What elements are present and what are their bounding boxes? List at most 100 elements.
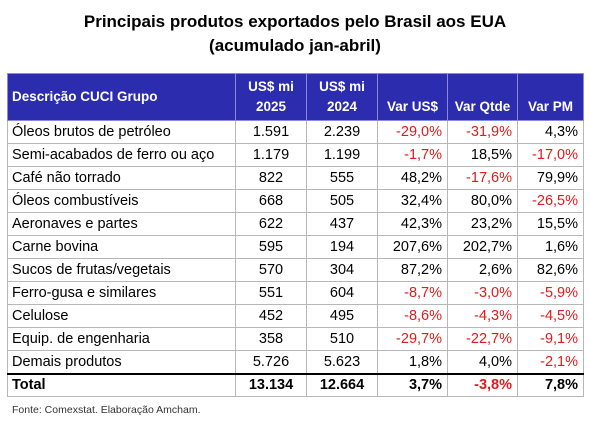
cell-descricao: Total [7, 372, 236, 397]
cell-descricao: Demais produtos [7, 350, 236, 374]
cell-var-pm: 4,3% [517, 120, 584, 144]
table-total-row: Total 13.134 12.664 3,7% -3,8% 7,8% [7, 372, 584, 397]
cell-var-usd: 48,2% [377, 166, 448, 190]
cell-descricao: Celulose [7, 304, 236, 328]
cell-var-usd: 32,4% [377, 189, 448, 213]
cell-var-pm: -5,9% [517, 281, 584, 305]
header-year: 2025 [255, 99, 287, 114]
source-note: Fonte: Comexstat. Elaboração Amcham. [12, 404, 201, 416]
table-body: Óleos brutos de petróleo 1.591 2.239 -29,0%… [7, 120, 584, 397]
cell-usd-2025: 822 [235, 166, 307, 190]
cell-usd-2025: 358 [235, 327, 307, 351]
cell-var-usd: -29,0% [377, 120, 448, 144]
table-row: Café não torrado 822 555 48,2% -17,6% 79,9% [7, 166, 584, 190]
cell-var-pm: -4,5% [517, 304, 584, 328]
header-label: US$ mi [319, 79, 365, 94]
cell-descricao: Óleos combustíveis [7, 189, 236, 213]
cell-usd-2025: 452 [235, 304, 307, 328]
header-descricao: Descrição CUCI Grupo [7, 73, 236, 121]
cell-var-usd: 87,2% [377, 258, 448, 282]
header-label: US$ mi [248, 79, 294, 94]
cell-var-usd: 42,3% [377, 212, 448, 236]
cell-var-usd: 207,6% [377, 235, 448, 259]
cell-usd-2024: 437 [306, 212, 378, 236]
header-var-usd: Var US$ [377, 73, 448, 121]
cell-var-usd: 3,7% [377, 372, 448, 397]
cell-usd-2025: 1.591 [235, 120, 307, 144]
cell-var-qtde: -22,7% [447, 327, 518, 351]
table-row: Celulose 452 495 -8,6% -4,3% -4,5% [7, 304, 584, 328]
cell-usd-2024: 304 [306, 258, 378, 282]
header-var-pm: Var PM [517, 73, 584, 121]
table-row: Aeronaves e partes 622 437 42,3% 23,2% 15,5% [7, 212, 584, 236]
cell-var-qtde: -17,6% [447, 166, 518, 190]
cell-usd-2024: 495 [306, 304, 378, 328]
cell-usd-2025: 551 [235, 281, 307, 305]
table-row: Semi-acabados de ferro ou aço 1.179 1.199-… [7, 143, 584, 167]
cell-usd-2025: 595 [235, 235, 307, 259]
table-row: Demais produtos 5.726 5.623 1,8% 4,0% -2,1% [7, 350, 584, 374]
cell-usd-2025: 5.726 [235, 350, 307, 374]
cell-descricao: Carne bovina [7, 235, 236, 259]
cell-usd-2025: 668 [235, 189, 307, 213]
header-usd-2025: US$ mi 2025 [235, 73, 307, 121]
cell-var-qtde: 2,6% [447, 258, 518, 282]
table-row: Óleos brutos de petróleo 1.591 2.239 -29,0%… [7, 120, 584, 144]
cell-usd-2024: 2.239 [306, 120, 378, 144]
cell-var-usd: -8,7% [377, 281, 448, 305]
exports-table: Descrição CUCI Grupo US$ mi 2025 US$ mi … [7, 73, 584, 397]
cell-var-qtde: -31,9% [447, 120, 518, 144]
cell-usd-2025: 13.134 [235, 372, 307, 397]
cell-var-pm: 7,8% [517, 372, 584, 397]
cell-var-pm: 15,5% [517, 212, 584, 236]
cell-usd-2024: 1.199 [306, 143, 378, 167]
cell-descricao: Sucos de frutas/vegetais [7, 258, 236, 282]
chart-subtitle: (acumulado jan-abril) [209, 36, 381, 55]
table-row: Ferro-gusa e similares 551 604 -8,7% -3,0% -5… [7, 281, 584, 305]
cell-var-pm: -17,0% [517, 143, 584, 167]
cell-var-qtde: 23,2% [447, 212, 518, 236]
cell-usd-2024: 194 [306, 235, 378, 259]
cell-var-usd: -29,7% [377, 327, 448, 351]
cell-var-qtde: 4,0% [447, 350, 518, 374]
cell-var-qtde: 18,5% [447, 143, 518, 167]
cell-var-pm: -2,1% [517, 350, 584, 374]
cell-descricao: Aeronaves e partes [7, 212, 236, 236]
cell-descricao: Óleos brutos de petróleo [7, 120, 236, 144]
header-label: Var PM [527, 99, 574, 114]
cell-var-pm: -26,5% [517, 189, 584, 213]
cell-var-qtde: -3,0% [447, 281, 518, 305]
cell-usd-2024: 555 [306, 166, 378, 190]
cell-var-usd: -8,6% [377, 304, 448, 328]
cell-var-usd: 1,8% [377, 350, 448, 374]
cell-var-qtde: -3,8% [447, 372, 518, 397]
cell-descricao: Equip. de engenharia [7, 327, 236, 351]
cell-var-qtde: 80,0% [447, 189, 518, 213]
cell-descricao: Ferro-gusa e similares [7, 281, 236, 305]
cell-descricao: Café não torrado [7, 166, 236, 190]
cell-descricao: Semi-acabados de ferro ou aço [7, 143, 236, 167]
cell-usd-2024: 505 [306, 189, 378, 213]
cell-usd-2024: 5.623 [306, 350, 378, 374]
header-var-qtde: Var Qtde [447, 73, 518, 121]
table-header-row: Descrição CUCI Grupo US$ mi 2025 US$ mi … [7, 73, 584, 121]
header-label: Descrição CUCI Grupo [12, 89, 158, 104]
cell-usd-2025: 570 [235, 258, 307, 282]
cell-usd-2024: 604 [306, 281, 378, 305]
cell-usd-2024: 12.664 [306, 372, 378, 397]
header-label: Var Qtde [454, 99, 511, 114]
cell-var-pm: 1,6% [517, 235, 584, 259]
cell-var-pm: -9,1% [517, 327, 584, 351]
table-row: Sucos de frutas/vegetais 570 304 87,2% 2,6% 8… [7, 258, 584, 282]
header-year: 2024 [326, 99, 358, 114]
cell-usd-2025: 622 [235, 212, 307, 236]
table-row: Carne bovina 595 194 207,6% 202,7% 1,6% [7, 235, 584, 259]
table-row: Óleos combustíveis 668 505 32,4% 80,0% -26,5% [7, 189, 584, 213]
cell-var-usd: -1,7% [377, 143, 448, 167]
cell-var-pm: 82,6% [517, 258, 584, 282]
header-usd-2024: US$ mi 2024 [306, 73, 378, 121]
cell-var-qtde: -4,3% [447, 304, 518, 328]
cell-usd-2025: 1.179 [235, 143, 307, 167]
cell-var-pm: 79,9% [517, 166, 584, 190]
cell-var-qtde: 202,7% [447, 235, 518, 259]
